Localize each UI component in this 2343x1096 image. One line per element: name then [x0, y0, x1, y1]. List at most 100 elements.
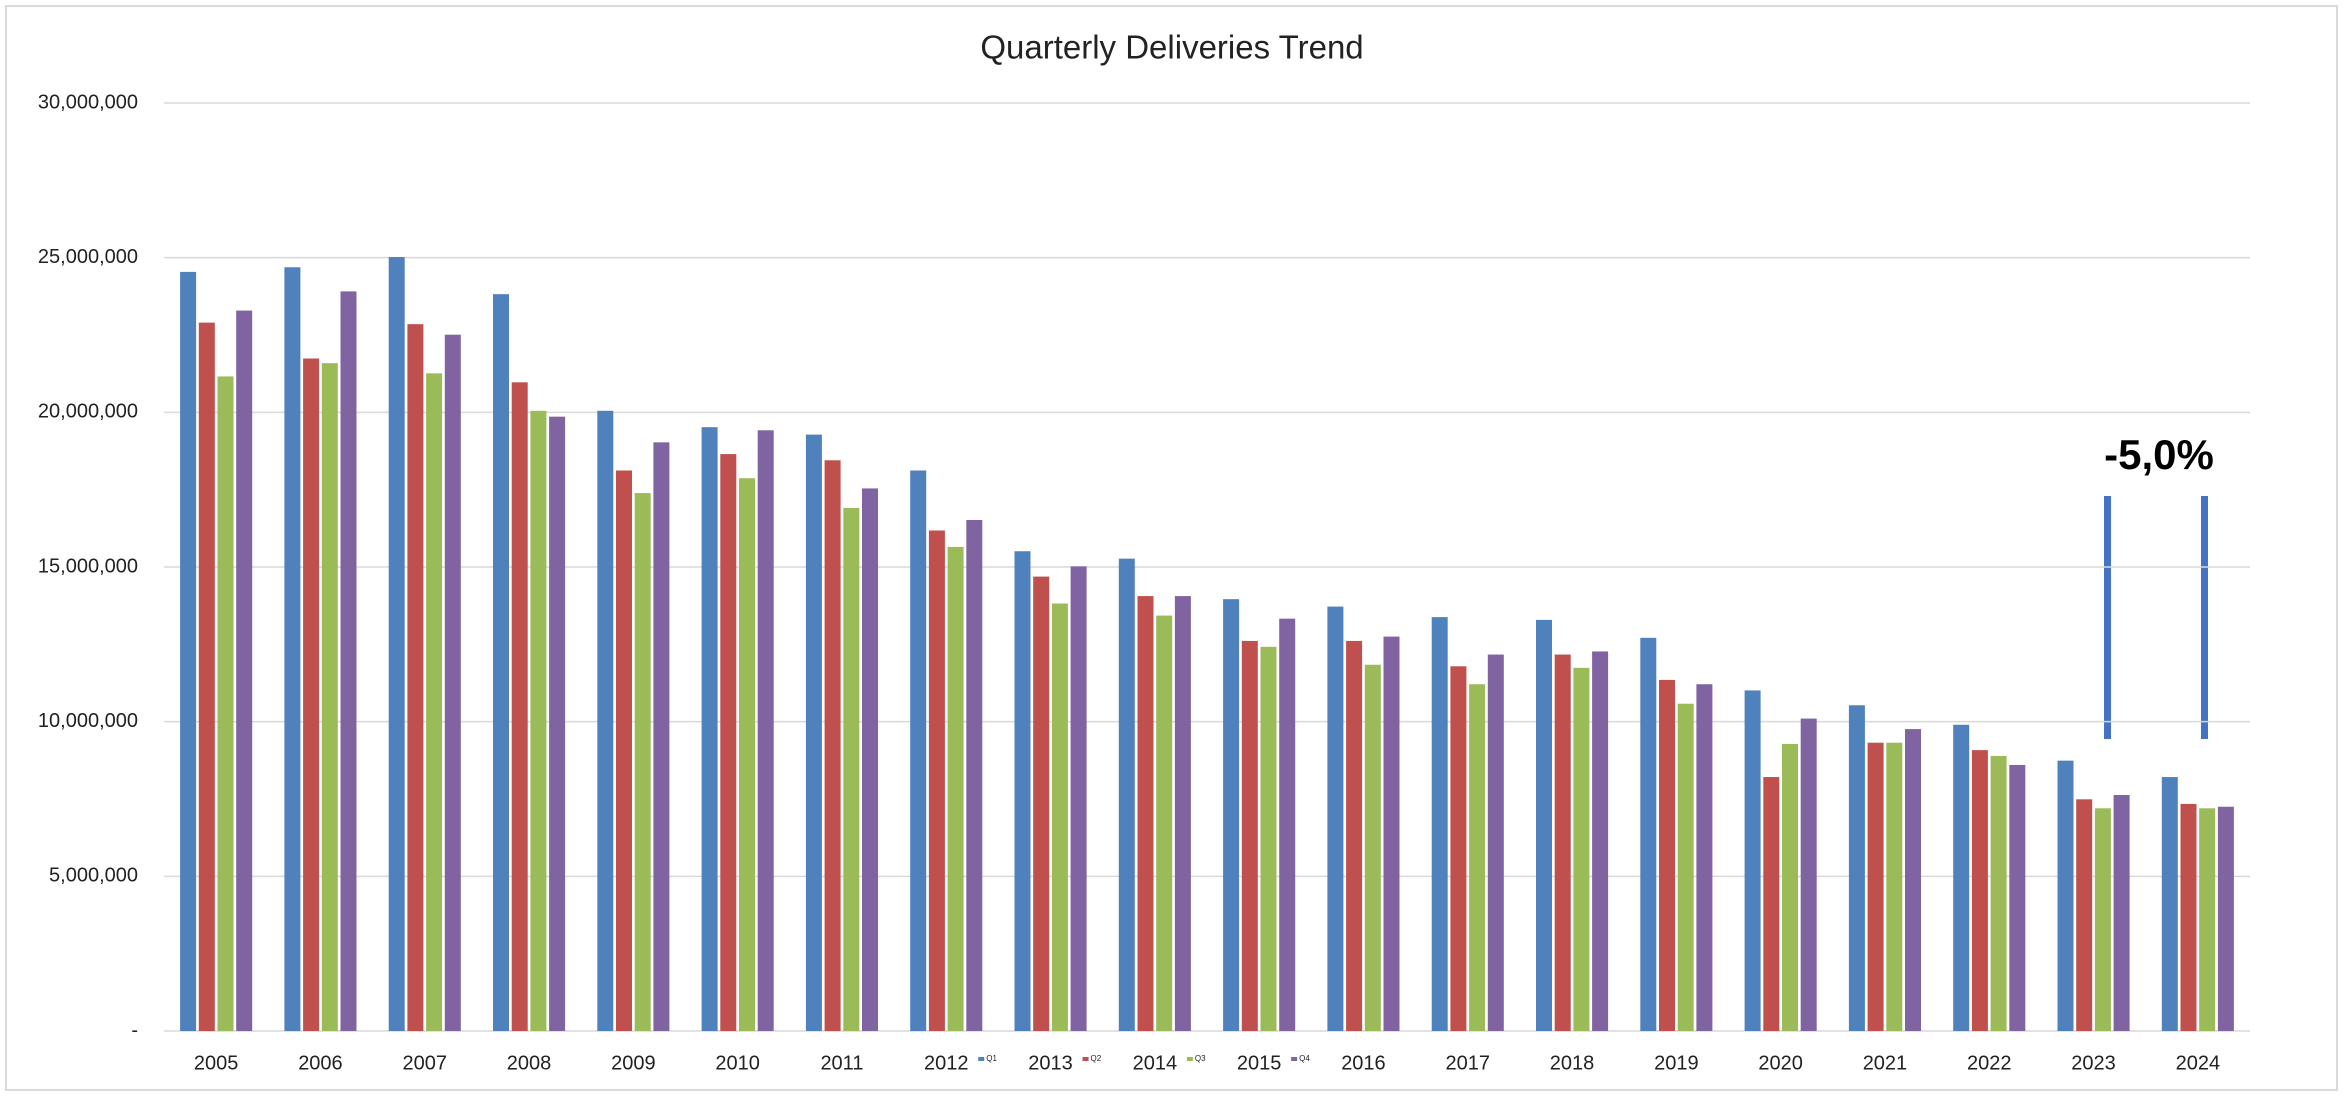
bar [824, 460, 841, 1031]
x-tick-label: 2015 [1237, 1052, 1282, 1074]
x-tick-label: 2010 [715, 1052, 760, 1074]
bar [284, 267, 301, 1032]
chart-title: Quarterly Deliveries Trend [980, 29, 1363, 66]
y-tick-label: 10,000,000 [38, 710, 138, 732]
x-tick-label: 2021 [1863, 1052, 1908, 1074]
bar [407, 324, 424, 1031]
bar [340, 291, 357, 1031]
bar [511, 382, 528, 1031]
bar [1782, 743, 1798, 1031]
y-tick-label: 5,000,000 [49, 865, 138, 887]
x-tick-label: 2022 [1967, 1052, 2012, 1074]
bar [2161, 777, 2178, 1031]
x-tick-label: 2013 [1028, 1052, 1073, 1074]
bar [2199, 808, 2216, 1031]
x-tick-label: 2008 [507, 1052, 552, 1074]
legend-swatch [978, 1057, 985, 1061]
bar [426, 373, 443, 1032]
bar [616, 470, 632, 1031]
bar [444, 334, 461, 1031]
bar [1573, 667, 1590, 1031]
x-tick-label: 2009 [611, 1052, 656, 1074]
x-tick-label: 2007 [403, 1052, 448, 1074]
bar [549, 416, 566, 1031]
bar [1848, 705, 1865, 1031]
bar [388, 257, 405, 1032]
bar [2076, 799, 2093, 1031]
x-tick-label: 2006 [298, 1052, 343, 1074]
bar [720, 454, 737, 1031]
bar [1014, 551, 1031, 1031]
bar [1450, 666, 1467, 1031]
bar [1800, 718, 1817, 1031]
x-tick-label: 2005 [194, 1052, 239, 1074]
bar [1033, 576, 1050, 1031]
x-tick-label: 2014 [1133, 1052, 1178, 1074]
bar [1487, 654, 1504, 1031]
bar [1990, 756, 2007, 1031]
bar [757, 430, 774, 1031]
bar [947, 546, 964, 1031]
bar [1364, 664, 1381, 1031]
bar [1886, 742, 1903, 1031]
legend-label: Q2 [1091, 1054, 1102, 1063]
bar [1953, 724, 1970, 1031]
y-tick-label: 30,000,000 [38, 91, 138, 113]
y-tick-label: 20,000,000 [38, 401, 138, 423]
bar [321, 363, 338, 1032]
bar [2180, 803, 2197, 1031]
bar [1696, 684, 1713, 1031]
x-tick-label: 2020 [1758, 1052, 1803, 1074]
legend-label: Q4 [1299, 1054, 1310, 1063]
bar [597, 410, 614, 1032]
legend-swatch [1291, 1057, 1298, 1061]
bar [303, 358, 320, 1031]
bar [530, 410, 547, 1032]
bar [1383, 636, 1400, 1031]
bar [2057, 760, 2074, 1031]
bar [217, 376, 234, 1031]
y-tick-label: - [131, 1019, 138, 1041]
bar [2094, 808, 2111, 1031]
bar [843, 507, 860, 1031]
bar [1640, 637, 1657, 1031]
legend-swatch [1082, 1057, 1089, 1061]
bar [1070, 566, 1087, 1031]
bar [1137, 596, 1154, 1031]
bar [236, 310, 253, 1032]
bar [1223, 599, 1240, 1031]
bar [2113, 794, 2130, 1031]
bar [1744, 690, 1761, 1031]
x-tick-label: 2011 [820, 1052, 863, 1074]
x-tick-label: 2023 [2071, 1052, 2116, 1074]
x-tick-label: 2012 [924, 1052, 969, 1074]
bar [928, 530, 945, 1031]
bar [198, 322, 215, 1031]
bar [1867, 742, 1884, 1031]
legend-label: Q1 [986, 1054, 997, 1063]
bar [1118, 558, 1135, 1031]
bar [1763, 777, 1780, 1031]
bar [739, 478, 755, 1032]
legend-swatch [1186, 1057, 1193, 1061]
bar [1260, 646, 1277, 1031]
bar [1659, 679, 1675, 1031]
bar [653, 442, 670, 1032]
x-tick-label: 2024 [2176, 1052, 2221, 1074]
legend-label: Q3 [1195, 1054, 1206, 1063]
y-tick-label: 15,000,000 [38, 555, 138, 577]
annotation: -5,0% [2104, 431, 2214, 478]
bar [1469, 684, 1486, 1031]
bar [1174, 596, 1191, 1031]
bar [1431, 617, 1448, 1031]
bar [1051, 603, 1068, 1031]
bar [1536, 619, 1552, 1031]
bar [1279, 618, 1296, 1031]
bar [180, 271, 197, 1031]
bar [1327, 606, 1344, 1031]
bar [1592, 651, 1609, 1031]
x-tick-label: 2018 [1550, 1052, 1595, 1074]
bar [1971, 750, 1988, 1031]
bar [1346, 640, 1363, 1031]
